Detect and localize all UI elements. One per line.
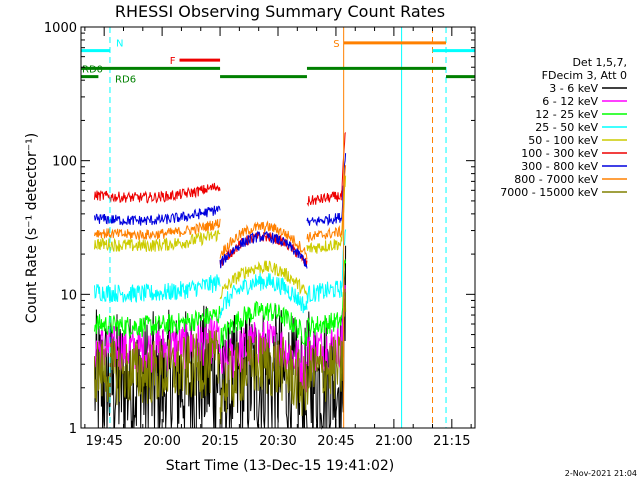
x-tick-label: 21:15 bbox=[433, 434, 470, 449]
legend-entry-label: 12 - 25 keV bbox=[535, 108, 598, 121]
series-trace bbox=[306, 280, 343, 304]
series-trace bbox=[94, 205, 221, 226]
series-trace bbox=[306, 312, 343, 338]
series-trace bbox=[306, 190, 343, 207]
series-trace bbox=[219, 304, 308, 429]
series-trace bbox=[219, 300, 308, 349]
legend-entry-label: 800 - 7000 keV bbox=[514, 173, 598, 186]
series-25to50keV bbox=[94, 229, 347, 319]
x-tick-label: 20:15 bbox=[201, 434, 238, 449]
series-trace bbox=[94, 218, 221, 241]
series-trace bbox=[94, 330, 221, 406]
legend-entry-label: 100 - 300 keV bbox=[521, 147, 598, 160]
y-tick-label: 1 bbox=[69, 422, 77, 437]
series-12to25keV bbox=[94, 258, 347, 349]
x-tick-label: 21:00 bbox=[375, 434, 412, 449]
series-trace bbox=[219, 272, 308, 319]
legend-entry-label: 50 - 100 keV bbox=[528, 134, 598, 147]
series-trace bbox=[219, 260, 308, 300]
x-axis-label: Start Time (13-Dec-15 19:41:02) bbox=[166, 458, 394, 474]
series-trace bbox=[306, 236, 343, 254]
series-trace bbox=[94, 305, 221, 338]
x-tick-label: 20:45 bbox=[317, 434, 354, 449]
series-trace bbox=[306, 336, 343, 405]
legend-entry-label: 6 - 12 keV bbox=[542, 95, 598, 108]
state-bar-label: F bbox=[170, 56, 176, 67]
series-trace bbox=[94, 229, 221, 254]
y-axis-label: Count Rate (s⁻¹ detector⁻¹) bbox=[24, 133, 40, 323]
series-trace bbox=[94, 305, 221, 429]
state-bar-label: S bbox=[333, 39, 339, 50]
legend-header: Det 1,5,7, bbox=[572, 56, 627, 69]
series-50to100keV bbox=[94, 175, 347, 300]
state-bar-label: RD6 bbox=[115, 75, 136, 86]
legend-entry-label: 7000 - 15000 keV bbox=[500, 186, 598, 199]
legend-entry-label: 3 - 6 keV bbox=[549, 82, 598, 95]
chart-title: RHESSI Observing Summary Count Rates bbox=[115, 2, 445, 21]
state-bar-label: N bbox=[116, 39, 123, 50]
legend-header: FDecim 3, Att 0 bbox=[542, 69, 627, 82]
series-trace bbox=[219, 230, 308, 269]
y-tick-label: 100 bbox=[52, 155, 77, 170]
y-tick-label: 10 bbox=[60, 288, 77, 303]
series-trace bbox=[306, 225, 343, 243]
legend-entry-label: 300 - 800 keV bbox=[521, 160, 598, 173]
x-tick-label: 19:45 bbox=[85, 434, 122, 449]
x-tick-label: 20:00 bbox=[143, 434, 180, 449]
footer-date: 2-Nov-2021 21:04 bbox=[565, 469, 637, 478]
state-bar-label: RD0 bbox=[82, 64, 103, 75]
series-trace bbox=[219, 220, 308, 260]
series-trace bbox=[94, 274, 221, 303]
series-7000to15000keV bbox=[94, 288, 347, 425]
series-trace bbox=[219, 333, 308, 425]
series-trace bbox=[94, 182, 221, 204]
legend-entry-label: 25 - 50 keV bbox=[535, 121, 598, 134]
y-tick-label: 1000 bbox=[44, 21, 77, 36]
axes: 19:45 20:00 20:15 20:30 20:45 21:00 21:15 1 10 10… bbox=[44, 21, 475, 449]
x-tick-label: 20:30 bbox=[259, 434, 296, 449]
series-trace bbox=[219, 320, 308, 393]
series-trace bbox=[306, 212, 343, 227]
